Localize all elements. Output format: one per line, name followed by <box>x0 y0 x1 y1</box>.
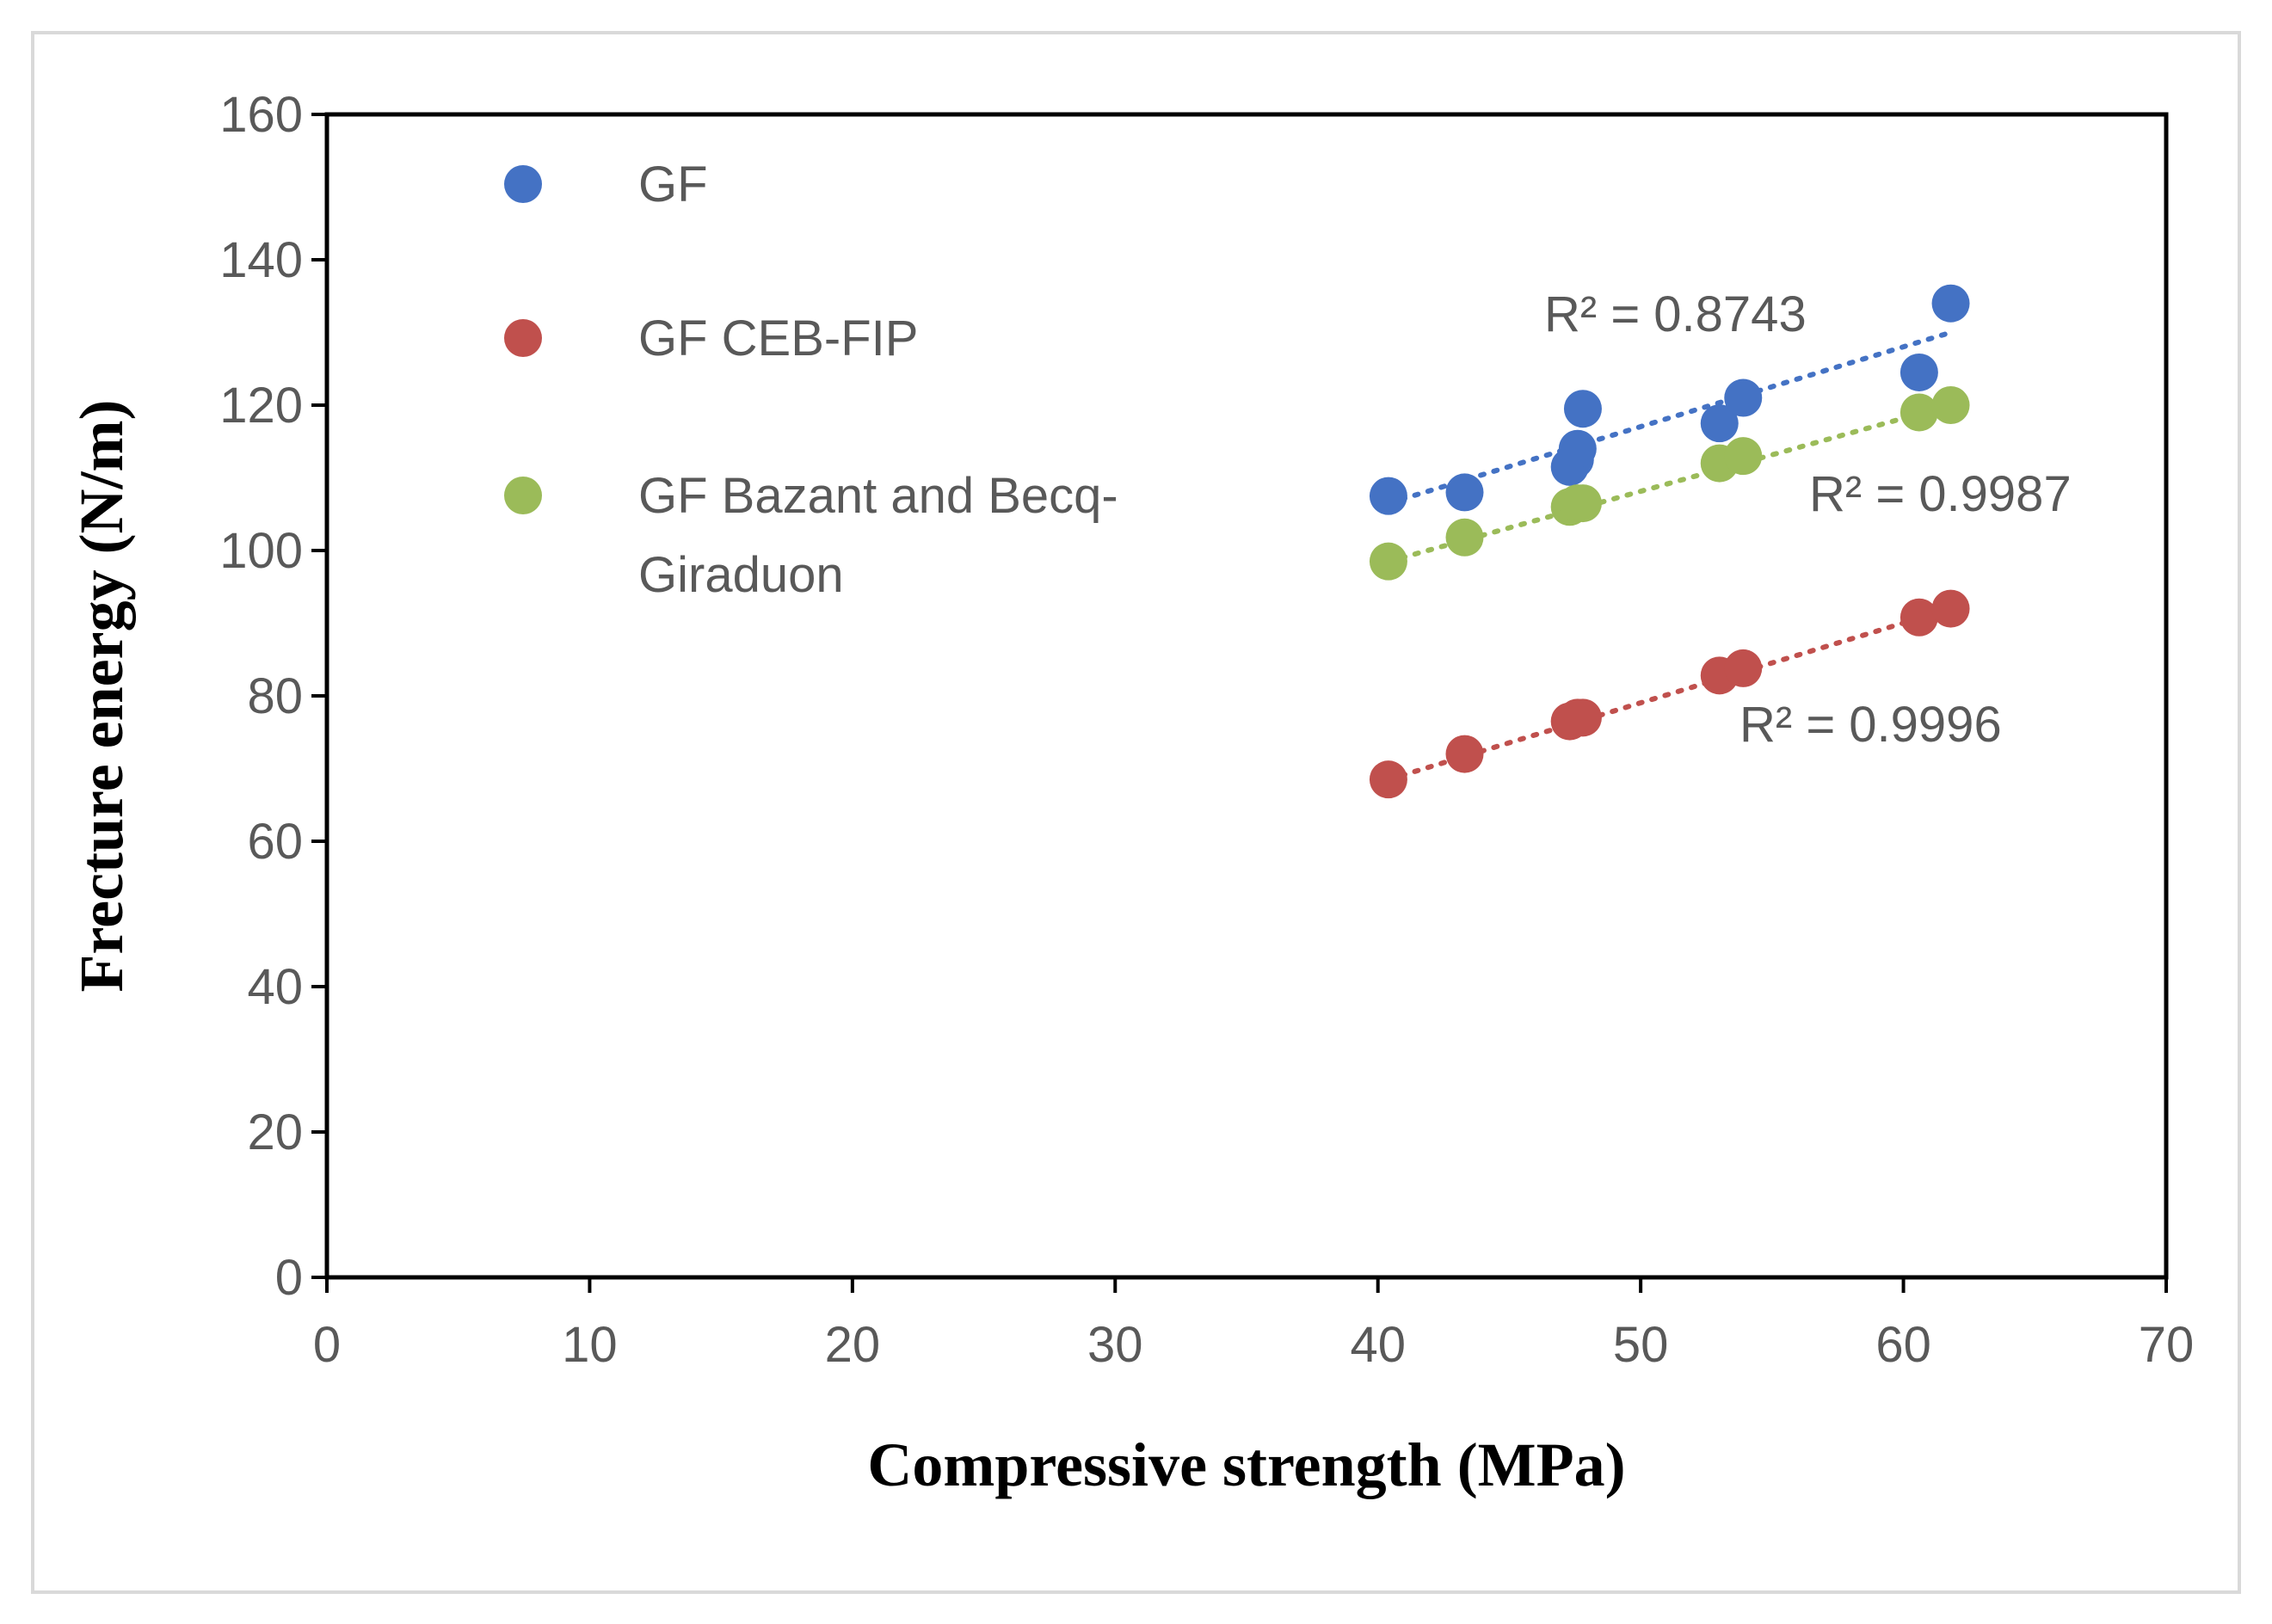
data-point-gf-ceb-fip <box>1899 598 1938 637</box>
y-tick-label: 60 <box>247 814 303 870</box>
x-axis-ticks: 0 10 20 30 40 50 60 70 <box>313 1277 2194 1373</box>
chart-frame <box>31 31 2241 1594</box>
x-tick-label: 40 <box>1350 1317 1406 1373</box>
data-point-gf <box>1445 473 1484 512</box>
data-point-gf-bazant-and-becq-giraduon <box>1724 437 1763 476</box>
y-tick-label: 160 <box>219 87 303 143</box>
data-point-gf <box>1931 284 1970 323</box>
data-point-gf-bazant-and-becq-giraduon <box>1563 484 1602 523</box>
data-point-gf-ceb-fip <box>1563 698 1602 737</box>
r2-label-gf-bazant-and-becq-giraduon: R² = 0.9987 <box>1809 466 2072 522</box>
x-tick-label: 60 <box>1875 1317 1931 1373</box>
y-tick-label: 100 <box>219 523 303 579</box>
legend-marker-gf-ceb-fip <box>504 319 542 357</box>
data-point-gf-ceb-fip <box>1724 649 1763 687</box>
data-points <box>1369 284 1970 799</box>
legend: GF GF CEB-FIP GF Bazant and Becq-Giraduon <box>504 157 1118 603</box>
y-tick-label: 20 <box>247 1104 303 1160</box>
r2-label-gf: R² = 0.8743 <box>1544 286 1807 342</box>
r-squared-labels: R² = 0.8743 R² = 0.9996 R² = 0.9987 <box>1544 286 2072 753</box>
x-tick-label: 70 <box>2139 1317 2195 1373</box>
data-point-gf-bazant-and-becq-giraduon <box>1899 393 1938 432</box>
data-point-gf <box>1899 353 1938 391</box>
y-axis-title: Frecture energy (N/m) <box>67 399 136 992</box>
data-point-gf-ceb-fip <box>1931 589 1970 628</box>
y-tick-label: 0 <box>275 1250 303 1306</box>
r2-label-gf-ceb-fip: R² = 0.9996 <box>1739 697 2002 753</box>
y-tick-label: 80 <box>247 668 303 724</box>
data-point-gf-bazant-and-becq-giraduon <box>1369 542 1407 581</box>
x-tick-label: 0 <box>313 1317 341 1373</box>
legend-label-gf: GF <box>638 157 708 212</box>
data-point-gf-bazant-and-becq-giraduon <box>1931 386 1970 424</box>
x-tick-label: 20 <box>825 1317 881 1373</box>
data-point-gf <box>1563 390 1602 428</box>
data-point-gf <box>1724 378 1763 417</box>
y-tick-label: 40 <box>247 959 303 1015</box>
legend-marker-gf <box>504 165 542 203</box>
y-axis-ticks: 0 20 40 60 80 100 120 140 160 <box>219 87 327 1306</box>
x-tick-label: 10 <box>562 1317 618 1373</box>
x-axis-title: Compressive strength (MPa) <box>867 1430 1625 1499</box>
trendline-gf <box>1385 329 1954 507</box>
data-point-gf <box>1700 404 1739 443</box>
legend-label-gf-ceb-fip: GF CEB-FIP <box>638 311 918 366</box>
x-tick-label: 50 <box>1613 1317 1669 1373</box>
data-point-gf-ceb-fip <box>1369 760 1407 799</box>
x-tick-label: 30 <box>1087 1317 1143 1373</box>
data-point-gf <box>1369 477 1407 515</box>
legend-label-gf-bazant-and-becq-giraduon: GF Bazant and Becq-Giraduon <box>638 468 1118 603</box>
legend-marker-gf-bazant-and-becq-giraduon <box>504 477 542 514</box>
y-tick-label: 140 <box>219 232 303 288</box>
y-tick-label: 120 <box>219 378 303 434</box>
data-point-gf-ceb-fip <box>1445 735 1484 773</box>
data-point-gf-bazant-and-becq-giraduon <box>1445 518 1484 557</box>
data-point-gf <box>1558 429 1597 468</box>
